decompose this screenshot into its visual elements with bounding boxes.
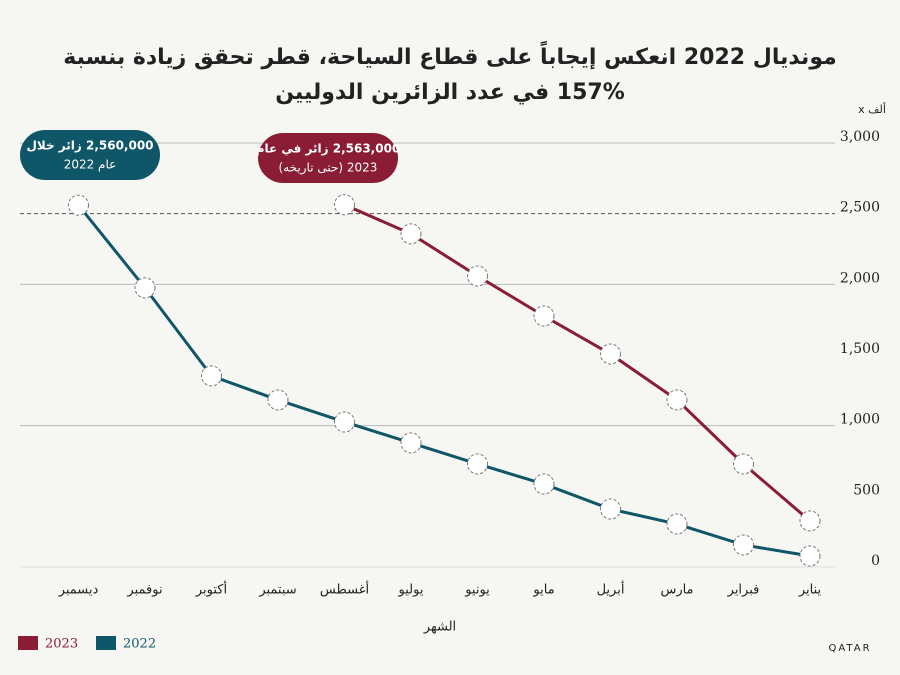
x-axis-label: الشهر (423, 620, 456, 635)
y-tick-label: 2,000 (840, 270, 880, 286)
annotation-text: 2,563,000 زائر في عام (256, 142, 401, 157)
legend-swatch (96, 636, 116, 650)
legend-label: 2022 (123, 637, 156, 652)
x-tick-label: ديسمبر (58, 583, 99, 598)
chart-title: مونديال 2022 انعكس إيجاباً على قطاع السي… (63, 40, 836, 70)
x-tick-label: نوفمبر (126, 583, 162, 598)
series-line (77, 204, 811, 558)
y-tick-label: 3,000 (840, 129, 880, 145)
x-tick-label: فبراير (727, 583, 760, 598)
x-tick-label: أبريل (597, 581, 625, 598)
chart-title: 157% في عدد الزائرين الدوليين (275, 80, 625, 105)
y-tick-label: 1,000 (840, 412, 880, 428)
y-tick-label: 2,500 (840, 200, 880, 216)
data-point (666, 389, 688, 411)
data-point (733, 453, 754, 475)
x-tick-label: يوليو (398, 583, 424, 598)
x-tick-label: أغسطس (320, 581, 369, 598)
data-point (68, 194, 89, 216)
data-point (334, 194, 355, 216)
data-point (733, 534, 754, 556)
logo: QATAR (828, 643, 871, 654)
x-tick-label: مارس (660, 583, 693, 598)
data-point (533, 473, 555, 495)
data-point (467, 453, 488, 475)
y-tick-label: 0 (871, 553, 880, 569)
data-point (400, 223, 422, 245)
data-point (267, 389, 289, 411)
data-point (600, 343, 621, 365)
x-tick-label: يناير (798, 583, 822, 598)
x-tick-label: مايو (532, 583, 554, 598)
x-tick-label: سبتمبر (258, 583, 296, 598)
y-unit: x ألف (858, 102, 886, 116)
y-tick-label: 500 (853, 482, 880, 498)
data-point (799, 510, 821, 532)
x-tick-label: أكتوبر (195, 581, 227, 598)
legend-label: 2023 (45, 637, 78, 652)
data-point (799, 545, 821, 567)
legend-swatch (18, 636, 38, 650)
annotation-box (20, 130, 160, 180)
x-tick-label: يونيو (464, 583, 490, 598)
data-point (201, 365, 222, 387)
y-tick-label: 1,500 (840, 341, 880, 357)
annotation-box (258, 133, 398, 183)
annotation-text: 2023 (حتى تاريخه) (279, 161, 378, 176)
series-line (343, 203, 811, 523)
data-point (600, 498, 621, 520)
data-point (666, 513, 688, 535)
data-point (400, 432, 422, 454)
data-point (467, 265, 488, 287)
data-point (134, 277, 156, 299)
annotation-text: عام 2022 (64, 158, 117, 172)
data-point (533, 305, 555, 327)
annotation-text: 2,560,000 زائر خلال (26, 139, 153, 153)
data-point (334, 411, 355, 433)
